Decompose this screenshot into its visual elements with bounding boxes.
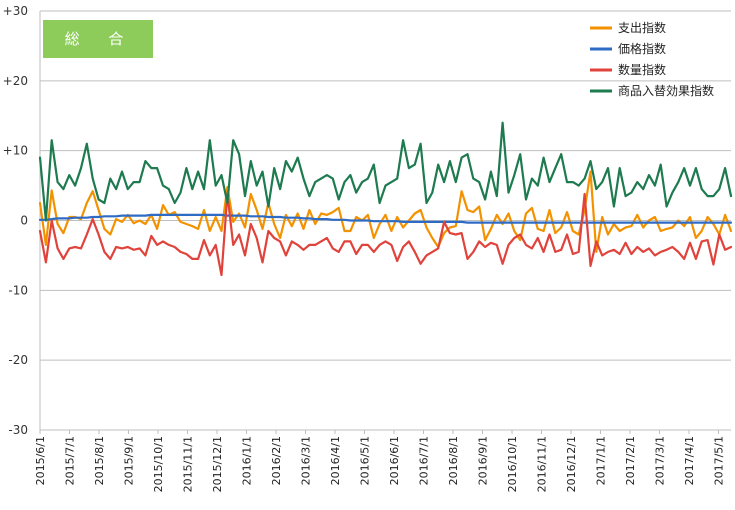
legend-label: 価格指数: [618, 41, 666, 56]
y-tick-label: -30: [8, 423, 28, 437]
x-tick-label: 2016/1/1: [241, 436, 254, 485]
x-tick-label: 2015/8/1: [93, 436, 106, 485]
x-tick-label: 2015/10/1: [152, 436, 165, 492]
x-tick-label: 2016/5/1: [359, 436, 372, 485]
x-tick-label: 2015/7/1: [64, 436, 77, 485]
x-tick-label: 2015/6/1: [34, 436, 47, 485]
y-tick-label: -10: [8, 283, 28, 297]
x-tick-label: 2017/5/1: [713, 436, 726, 485]
series-line: [38, 192, 733, 277]
x-axis: 2015/6/1 2015/7/1 2015/8/1 2015/9/1 2015/10/…: [34, 430, 726, 492]
series-line: [38, 170, 733, 253]
x-tick-label: 2016/12/1: [565, 436, 578, 492]
y-tick-label: -20: [8, 353, 28, 367]
series-line: [38, 121, 733, 222]
y-tick-label: 0: [20, 214, 28, 228]
x-tick-label: 2015/9/1: [123, 436, 136, 485]
series-lines: [38, 121, 733, 277]
x-tick-label: 2016/4/1: [329, 436, 342, 485]
y-tick-label: +30: [3, 4, 28, 18]
y-tick-label: +10: [3, 144, 28, 158]
chart-badge: 総 合: [43, 20, 153, 58]
x-tick-label: 2016/10/1: [506, 436, 519, 492]
x-tick-label: 2015/11/1: [182, 436, 195, 492]
legend-label: 商品入替効果指数: [618, 83, 714, 98]
x-tick-label: 2016/8/1: [447, 436, 460, 485]
series-line: [38, 213, 733, 224]
legend-label: 数量指数: [618, 62, 666, 77]
x-tick-label: 2015/12/1: [211, 436, 224, 492]
x-tick-label: 2016/6/1: [388, 436, 401, 485]
x-tick-label: 2016/11/1: [536, 436, 549, 492]
badge-label: 総 合: [65, 30, 136, 48]
badge-background: [43, 20, 153, 58]
x-tick-label: 2016/7/1: [418, 436, 431, 485]
y-tick-label: +20: [3, 74, 28, 88]
x-tick-label: 2016/3/1: [300, 436, 313, 485]
x-tick-label: 2017/4/1: [683, 436, 696, 485]
y-axis: -30 -20 -10 0 +10 +20 +30: [3, 4, 28, 437]
legend-label: 支出指数: [618, 20, 666, 35]
x-tick-label: 2016/9/1: [477, 436, 490, 485]
x-tick-label: 2017/3/1: [654, 436, 667, 485]
x-tick-label: 2016/2/1: [270, 436, 283, 485]
x-tick-label: 2017/2/1: [624, 436, 637, 485]
gridlines: [39, 10, 731, 431]
x-tick-label: 2017/1/1: [595, 436, 608, 485]
